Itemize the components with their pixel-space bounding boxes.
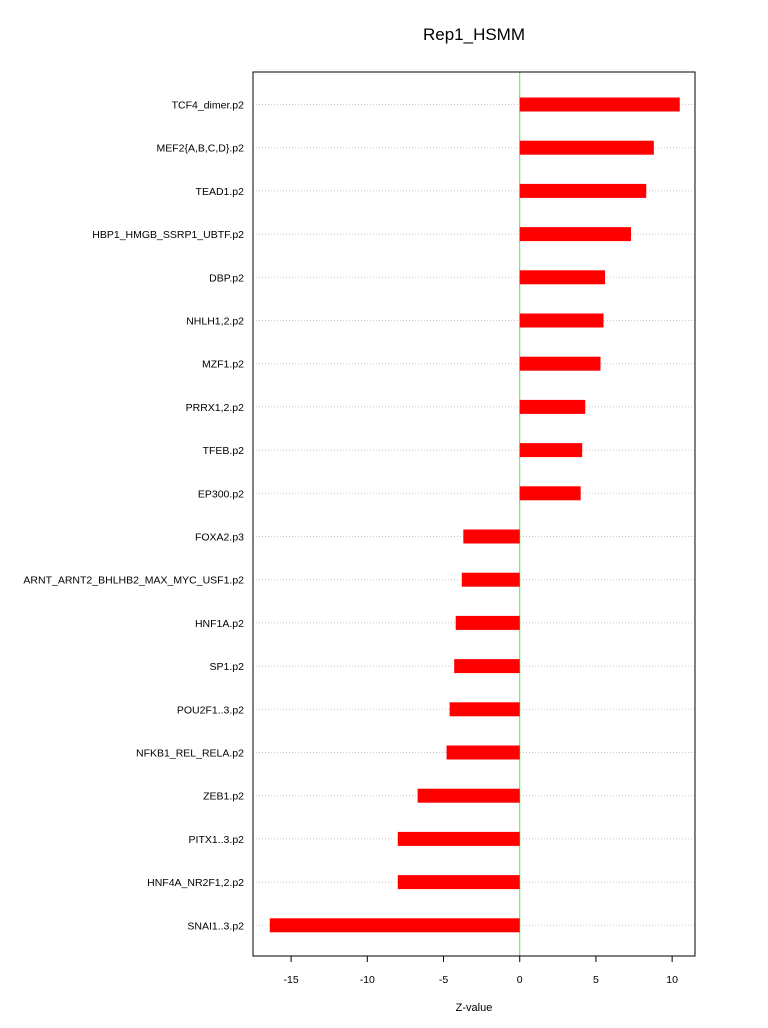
bar xyxy=(519,97,680,112)
bar xyxy=(519,227,631,242)
x-tick-label: -15 xyxy=(284,974,299,986)
bar xyxy=(446,745,520,760)
category-label: ZEB1.p2 xyxy=(203,791,244,803)
bar xyxy=(519,443,583,458)
x-tick-label: -10 xyxy=(360,974,375,986)
bar xyxy=(519,486,581,501)
category-label: ARNT_ARNT2_BHLHB2_MAX_MYC_USF1.p2 xyxy=(23,575,244,587)
chart-title: Rep1_HSMM xyxy=(423,25,525,44)
bar xyxy=(397,831,520,846)
bar xyxy=(519,356,601,371)
category-label: TFEB.p2 xyxy=(203,445,245,457)
bar xyxy=(461,572,520,587)
category-label: NHLH1,2.p2 xyxy=(186,316,244,328)
x-tick-label: 5 xyxy=(593,974,599,986)
category-label: HNF4A_NR2F1,2.p2 xyxy=(147,877,244,889)
category-label: TEAD1.p2 xyxy=(196,186,245,198)
bar xyxy=(519,183,647,198)
category-label: HBP1_HMGB_SSRP1_UBTF.p2 xyxy=(92,229,244,241)
bar xyxy=(417,788,520,803)
x-tick-label: 0 xyxy=(517,974,523,986)
x-axis-title: Z-value xyxy=(456,1002,493,1014)
category-label: FOXA2.p3 xyxy=(195,532,244,544)
category-label: PRRX1,2.p2 xyxy=(186,402,245,414)
bar xyxy=(269,918,520,933)
category-label: TCF4_dimer.p2 xyxy=(172,100,245,112)
category-label: EP300.p2 xyxy=(198,488,244,500)
category-label: HNF1A.p2 xyxy=(195,618,244,630)
bars xyxy=(269,97,680,933)
category-label: SNAI1..3.p2 xyxy=(187,920,244,932)
plot-frame xyxy=(252,71,696,957)
bar xyxy=(519,313,604,328)
category-label: PITX1..3.p2 xyxy=(189,834,245,846)
bar xyxy=(454,659,520,674)
x-axis: -15 -10 -5 0 5 10 xyxy=(284,955,678,986)
bar xyxy=(463,529,520,544)
x-tick-label: -5 xyxy=(439,974,448,986)
category-label: SP1.p2 xyxy=(210,661,245,673)
x-tick-label: 10 xyxy=(666,974,678,986)
category-labels: TCF4_dimer.p2 MEF2{A,B,C,D}.p2 TEAD1.p2 HBP… xyxy=(23,100,244,933)
category-label: DBP.p2 xyxy=(209,272,244,284)
category-label: MZF1.p2 xyxy=(202,359,244,371)
category-label: POU2F1..3.p2 xyxy=(177,704,244,716)
bar xyxy=(449,702,520,717)
category-label: NFKB1_REL_RELA.p2 xyxy=(136,748,244,760)
bar xyxy=(519,399,586,414)
bar xyxy=(455,615,520,630)
bar xyxy=(397,875,520,890)
category-label: MEF2{A,B,C,D}.p2 xyxy=(156,143,244,155)
bar xyxy=(519,140,654,155)
bar xyxy=(519,270,606,285)
